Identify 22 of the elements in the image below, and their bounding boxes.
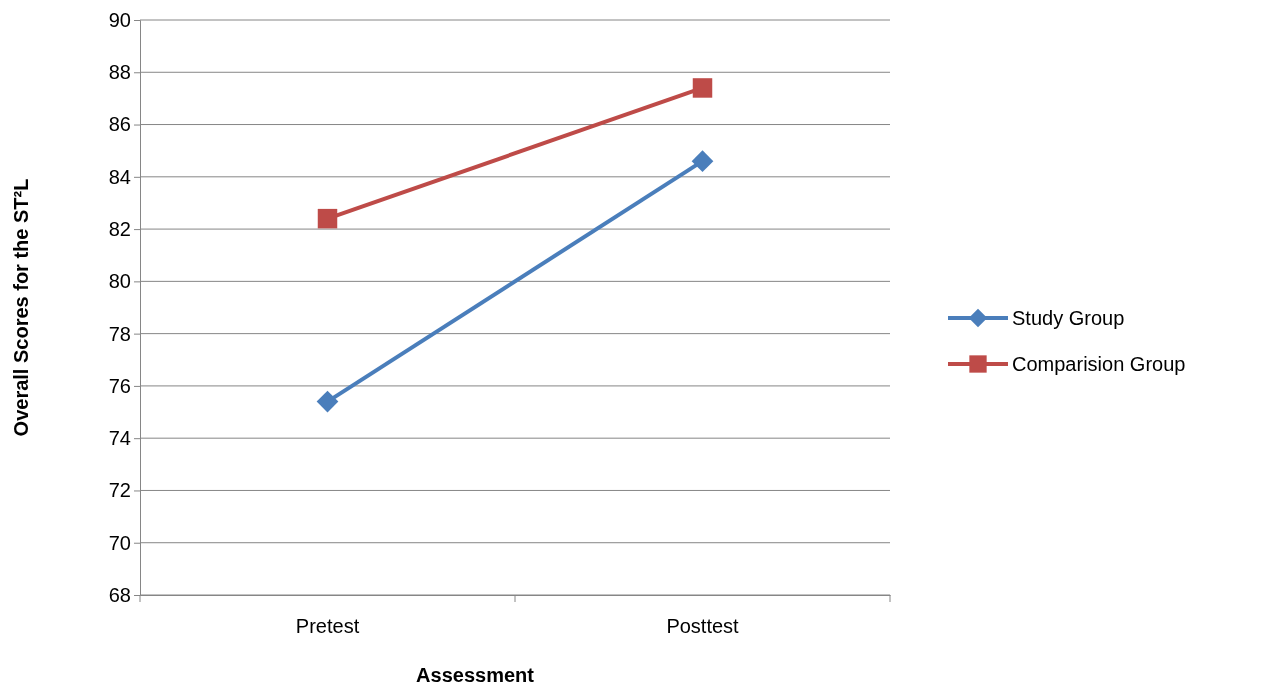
y-tick-label: 72: [108, 479, 131, 502]
y-tick-label: 80: [108, 270, 131, 293]
y-tick-label: 74: [108, 427, 131, 450]
legend-label: Comparision Group: [1012, 353, 1186, 375]
y-axis-title: Overall Scores for the ST²L: [10, 178, 32, 437]
point: [691, 150, 714, 172]
y-tick-label: 78: [108, 322, 131, 345]
x-tick-label: Pretest: [295, 615, 360, 638]
y-tick-label: 70: [108, 531, 131, 554]
y-tick-label: 84: [108, 165, 131, 188]
y-tick-label: 86: [108, 113, 131, 136]
y-tick-label: 90: [108, 8, 131, 31]
point: [692, 78, 713, 98]
y-tick-label: 82: [108, 217, 131, 240]
legend-label: Study Group: [1012, 307, 1125, 329]
y-tick-label: 68: [108, 583, 131, 606]
point: [316, 390, 339, 413]
y-tick-label: 88: [108, 61, 131, 84]
y-tick-label: 76: [108, 374, 131, 397]
point: [317, 208, 338, 229]
x-axis-title: Assessment: [416, 664, 535, 686]
x-tick-label: Posttest: [666, 615, 740, 638]
